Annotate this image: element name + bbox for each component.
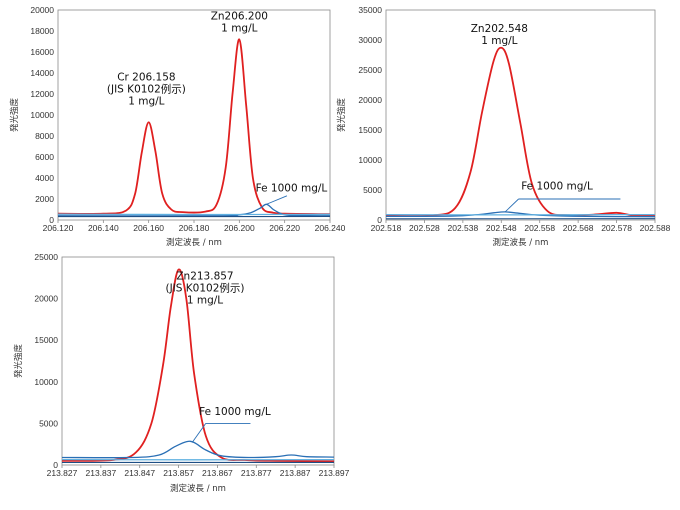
- plot-frame: [61, 256, 335, 466]
- annotation-line: Zn213.857: [176, 270, 233, 282]
- x-axis-label: 測定波長 / nm: [493, 237, 549, 248]
- peak-annotation: Fe 1000 mg/L: [256, 183, 328, 195]
- series-line-2: [385, 211, 656, 218]
- x-tick-label: 213.867: [202, 468, 233, 478]
- y-tick-label: 10000: [34, 377, 58, 387]
- y-tick-label: 0: [377, 215, 382, 225]
- x-tick-label: 206.220: [269, 223, 300, 233]
- y-tick-label: 15000: [358, 125, 382, 135]
- y-axis-label: 発光強度: [336, 98, 347, 133]
- x-tick-label: 213.837: [85, 468, 116, 478]
- chart-panel-2: 0 5000 10000 15000 20000 25000 30000 35000 202.5…: [336, 5, 671, 248]
- annotation-line: (JIS K0102例示): [107, 82, 186, 95]
- x-tick-label: 202.548: [486, 223, 517, 233]
- y-tick-label: 2000: [35, 194, 54, 204]
- annotation-line: Fe 1000 mg/L: [256, 183, 328, 195]
- x-tick-label: 202.578: [601, 223, 632, 233]
- annotation-line: Cr 206.158: [117, 71, 175, 83]
- annotation-line: (JIS K0102例示): [165, 281, 244, 294]
- y-tick-label: 15000: [34, 335, 58, 345]
- annotation-line: Fe 1000 mg/L: [521, 180, 593, 192]
- y-tick-label: 25000: [358, 65, 382, 75]
- x-tick-label: 202.538: [447, 223, 478, 233]
- x-tick-label: 202.568: [563, 223, 594, 233]
- y-tick-label: 5000: [39, 418, 58, 428]
- y-tick-label: 6000: [35, 152, 54, 162]
- x-tick-label: 213.887: [280, 468, 311, 478]
- x-tick-label: 206.120: [43, 223, 74, 233]
- annotation-leader: [504, 198, 519, 213]
- annotation-line: 1 mg/L: [187, 294, 223, 306]
- y-tick-label: 5000: [363, 185, 382, 195]
- y-tick-label: 18000: [30, 26, 54, 36]
- x-tick-label: 206.140: [88, 223, 119, 233]
- peak-annotation: Fe 1000 mg/L: [521, 180, 593, 192]
- annotation-leader: [191, 423, 207, 443]
- x-tick-label: 206.160: [133, 223, 164, 233]
- annotation-leader: [266, 195, 288, 205]
- peak-annotation: Cr 206.158 (JIS K0102例示) 1 mg/L: [107, 71, 186, 107]
- y-tick-label: 4000: [35, 173, 54, 183]
- x-axis-label: 測定波長 / nm: [170, 483, 226, 494]
- y-tick-label: 10000: [30, 110, 54, 120]
- chart-panel-1: 0 2000 4000 6000 8000 10000 12000 14000 16000 180…: [9, 5, 346, 248]
- annotation-line: 1 mg/L: [221, 22, 257, 34]
- annotation-line: 1 mg/L: [128, 95, 164, 107]
- x-tick-label: 213.857: [163, 468, 194, 478]
- y-tick-label: 20000: [34, 294, 58, 304]
- y-axis-label: 発光強度: [9, 98, 20, 133]
- peak-annotation: Zn206.200 1 mg/L: [211, 10, 268, 34]
- x-tick-label: 206.180: [179, 223, 210, 233]
- y-tick-label: 16000: [30, 47, 54, 57]
- y-tick-label: 10000: [358, 155, 382, 165]
- x-tick-label: 213.877: [241, 468, 272, 478]
- plot-frame: [385, 9, 656, 221]
- x-tick-label: 202.588: [640, 223, 671, 233]
- series-line-1: [385, 46, 656, 218]
- y-tick-label: 12000: [30, 89, 54, 99]
- x-tick-label: 202.558: [524, 223, 555, 233]
- peak-annotation: Zn202.548 1 mg/L: [471, 23, 528, 47]
- annotation-line: Zn206.200: [211, 10, 268, 22]
- y-tick-label: 0: [49, 215, 54, 225]
- x-tick-label: 206.240: [315, 223, 346, 233]
- chart-panel-3: 0 5000 10000 15000 20000 25000 213.827 213.837 2…: [13, 252, 350, 494]
- y-tick-label: 20000: [358, 95, 382, 105]
- peak-annotation: Fe 1000 mg/L: [199, 406, 271, 418]
- series-line-2: [61, 440, 335, 459]
- x-axis-label: 測定波長 / nm: [166, 237, 222, 248]
- x-tick-label: 202.528: [409, 223, 440, 233]
- peak-annotation: Zn213.857 (JIS K0102例示) 1 mg/L: [165, 270, 244, 306]
- y-tick-label: 20000: [30, 5, 54, 15]
- annotation-line: Zn202.548: [471, 23, 528, 35]
- x-tick-label: 213.847: [124, 468, 155, 478]
- x-tick-label: 213.897: [319, 468, 350, 478]
- annotation-line: 1 mg/L: [481, 35, 517, 47]
- y-tick-label: 30000: [358, 35, 382, 45]
- y-tick-label: 25000: [34, 252, 58, 262]
- x-tick-label: 202.518: [371, 223, 402, 233]
- series-line-1: [57, 38, 331, 216]
- y-axis-label: 発光強度: [13, 344, 24, 379]
- y-tick-label: 0: [53, 460, 58, 470]
- x-tick-label: 213.827: [47, 468, 78, 478]
- y-tick-label: 8000: [35, 131, 54, 141]
- y-tick-label: 35000: [358, 5, 382, 15]
- x-tick-label: 206.200: [224, 223, 255, 233]
- annotation-line: Fe 1000 mg/L: [199, 406, 271, 418]
- y-tick-label: 14000: [30, 68, 54, 78]
